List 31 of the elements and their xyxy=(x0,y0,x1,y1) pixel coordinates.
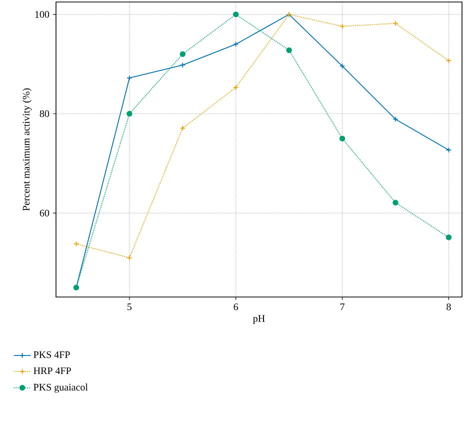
point xyxy=(446,58,452,64)
point xyxy=(286,47,292,54)
legend-label: PKS 4FP xyxy=(34,351,70,358)
point xyxy=(180,51,186,57)
point xyxy=(233,12,239,18)
x-tick-label: 5 xyxy=(128,304,132,310)
point xyxy=(180,125,186,131)
point xyxy=(233,41,239,48)
point xyxy=(126,254,132,261)
x-tick-label: 8 xyxy=(446,304,451,310)
point xyxy=(339,23,346,30)
point xyxy=(73,241,80,247)
y-axis-title: Percent maximum activity (%) xyxy=(22,88,32,211)
y-tick-label: 100 xyxy=(35,11,50,18)
point xyxy=(126,75,132,81)
point xyxy=(126,110,132,117)
point xyxy=(180,62,186,68)
x-tick-label: 7 xyxy=(340,304,344,310)
point xyxy=(392,116,398,122)
x-tick-label: 6 xyxy=(234,304,238,310)
point xyxy=(392,200,398,206)
point xyxy=(392,20,398,26)
legend-label: PKS guaiacol xyxy=(34,384,88,393)
point xyxy=(446,234,452,240)
point xyxy=(339,136,346,142)
y-tick-label: 80 xyxy=(40,110,50,118)
point xyxy=(339,63,346,69)
legend-label: HRP 4FP xyxy=(34,367,71,374)
x-axis-title: pH xyxy=(253,315,265,324)
point xyxy=(233,84,239,90)
y-tick-label: 60 xyxy=(40,210,50,216)
